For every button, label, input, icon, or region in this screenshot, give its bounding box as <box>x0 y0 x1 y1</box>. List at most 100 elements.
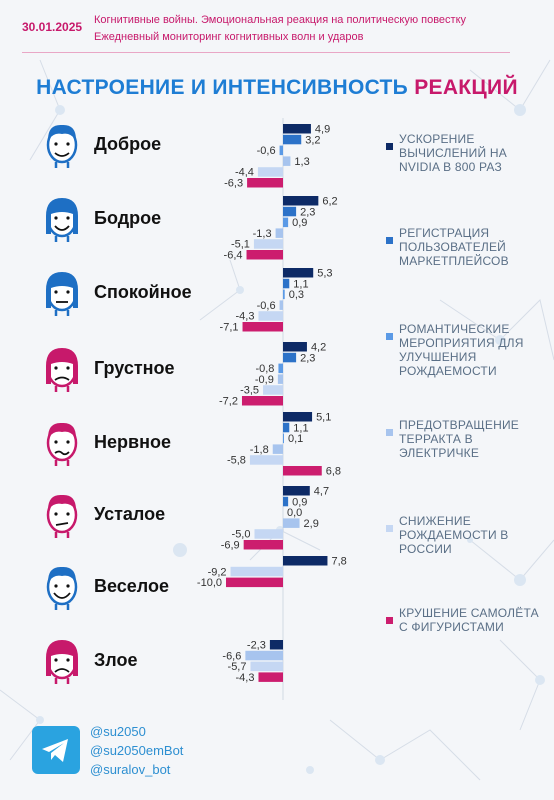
bar <box>283 352 297 363</box>
bar-value-label: -7,1 <box>220 322 239 334</box>
bar-group: -2,3 -6,6-5,7-4,3 <box>222 640 283 684</box>
bar-value-label: 0,3 <box>289 289 304 301</box>
bar-value-label: 4,7 <box>314 486 329 498</box>
bar <box>283 196 319 206</box>
legend-swatch <box>386 525 393 532</box>
mood-label: Доброе <box>94 134 162 154</box>
header: 30.01.2025 Когнитивные войны. Эмоциональ… <box>22 14 532 54</box>
legend-swatch <box>386 617 393 624</box>
bar <box>283 518 300 528</box>
bar-value-label: 4,2 <box>311 342 326 354</box>
bar <box>241 396 283 406</box>
handle-suralov-bot[interactable]: @suralov_bot <box>90 762 171 777</box>
bar <box>258 672 283 682</box>
bar <box>283 342 307 352</box>
bar <box>246 250 283 260</box>
mood-row: Доброе <box>40 120 220 172</box>
bar <box>283 496 289 507</box>
bar <box>283 278 290 289</box>
bar-group: 6,2 2,30,9 -1,3-5,1-6,4 <box>224 196 338 262</box>
tired-man-icon <box>46 494 78 538</box>
happy-man-icon <box>46 566 78 610</box>
bar-value-label: -1,8 <box>250 444 269 456</box>
mood-label: Нервное <box>94 432 171 452</box>
mood-label: Бодрое <box>94 208 162 228</box>
bar <box>230 566 283 577</box>
bar <box>283 289 285 300</box>
bar-value-label: -4,3 <box>236 672 255 684</box>
bar <box>283 556 328 566</box>
nervous-man-icon <box>46 422 78 466</box>
bar-value-label: -5,0 <box>232 529 251 541</box>
bar <box>272 444 283 454</box>
bar <box>283 217 289 228</box>
telegram-icon <box>32 726 80 774</box>
mood-row: Бодрое <box>40 194 220 246</box>
bar <box>283 486 310 496</box>
bar <box>226 577 283 588</box>
mood-row: Веселое <box>40 562 220 614</box>
bar <box>257 167 283 177</box>
legend-label: РЕГИСТРАЦИЯ ПОЛЬЗОВАТЕЛЕЙ МАРКЕТПЛЕЙСОВ <box>399 226 509 268</box>
bar <box>254 529 283 539</box>
bar-value-label: -4,4 <box>235 167 254 179</box>
report-date: 30.01.2025 <box>22 20 83 34</box>
mood-row: Усталое <box>40 490 220 542</box>
chart-title-part2: РЕАКЦИЙ <box>414 76 518 99</box>
bar-value-label: -2,3 <box>247 640 266 652</box>
header-subtitle-1: Когнитивные войны. Эмоциональная реакция… <box>94 14 467 26</box>
bar-value-label: -7,2 <box>219 396 238 408</box>
bar-value-label: -6,3 <box>224 178 243 190</box>
bar-group: 4,22,3 -0,8-0,9-3,5-7,2 <box>219 342 326 408</box>
legend-label: УСКОРЕНИЕ ВЫЧИСЛЕНИЙ НА NVIDIA В 800 РАЗ <box>399 132 507 174</box>
bar-value-label: 0,9 <box>292 217 307 229</box>
legend-swatch <box>386 237 393 244</box>
mood-label: Усталое <box>94 504 166 524</box>
bar-value-label: -6,6 <box>222 650 241 662</box>
handle-su2050[interactable]: @su2050 <box>90 724 146 739</box>
bar <box>242 322 283 332</box>
bar-value-label: 5,3 <box>317 268 332 280</box>
bar <box>283 206 297 217</box>
bar-value-label: -0,8 <box>255 363 274 375</box>
footer: @su2050 @su2050emBot @suralov_bot <box>32 722 272 782</box>
mood-row: Спокойное <box>40 268 220 320</box>
legend-swatch <box>386 143 393 150</box>
bar-group: 7,8 -9,2-10,0 <box>197 556 347 590</box>
bar-value-label: -5,1 <box>231 239 250 251</box>
bar <box>283 412 313 422</box>
bar <box>279 145 283 156</box>
bar-value-label: 3,2 <box>305 134 320 146</box>
bar-value-label: 6,8 <box>326 466 341 478</box>
mood-label: Веселое <box>94 576 169 596</box>
bar-value-label: 0,9 <box>292 496 307 508</box>
mood-row: Злое <box>40 636 220 688</box>
bar-value-label: -9,2 <box>208 566 227 578</box>
bar <box>283 268 314 278</box>
mood-label: Грустное <box>94 358 175 378</box>
smiling-man-icon <box>46 124 78 168</box>
legend-label: РОМАНТИЧЕСКИЕ МЕРОПРИЯТИЯ ДЛЯ УЛУЧШЕНИЯ … <box>399 322 524 378</box>
bar <box>283 134 302 145</box>
handle-su2050embot[interactable]: @su2050emBot <box>90 743 184 758</box>
bar-group: 4,93,2 -0,6 1,3 -4,4-6,3 <box>224 124 330 190</box>
legend-swatch <box>386 333 393 340</box>
bar-value-label: 2,3 <box>300 206 315 218</box>
angry-woman-icon <box>46 640 78 684</box>
bar <box>258 311 283 321</box>
bar-value-label: 2,3 <box>300 352 315 364</box>
calm-woman-icon <box>46 272 78 316</box>
bar-value-label: -6,9 <box>221 540 240 552</box>
bar <box>249 455 283 465</box>
handle-list: @su2050 @su2050emBot @suralov_bot <box>90 722 183 779</box>
mood-label: Спокойное <box>94 282 192 302</box>
bar-value-label: 4,9 <box>315 124 330 136</box>
bar <box>247 178 283 188</box>
bar-value-label: 7,8 <box>331 556 346 568</box>
bar <box>250 661 283 672</box>
bar-value-label: -0,6 <box>257 300 276 312</box>
bar-group: 5,3 1,10,3 -0,6-4,3-7,1 <box>220 268 333 334</box>
bar-group: 4,7 0,90,02,9 -5,0-6,9 <box>221 486 329 552</box>
